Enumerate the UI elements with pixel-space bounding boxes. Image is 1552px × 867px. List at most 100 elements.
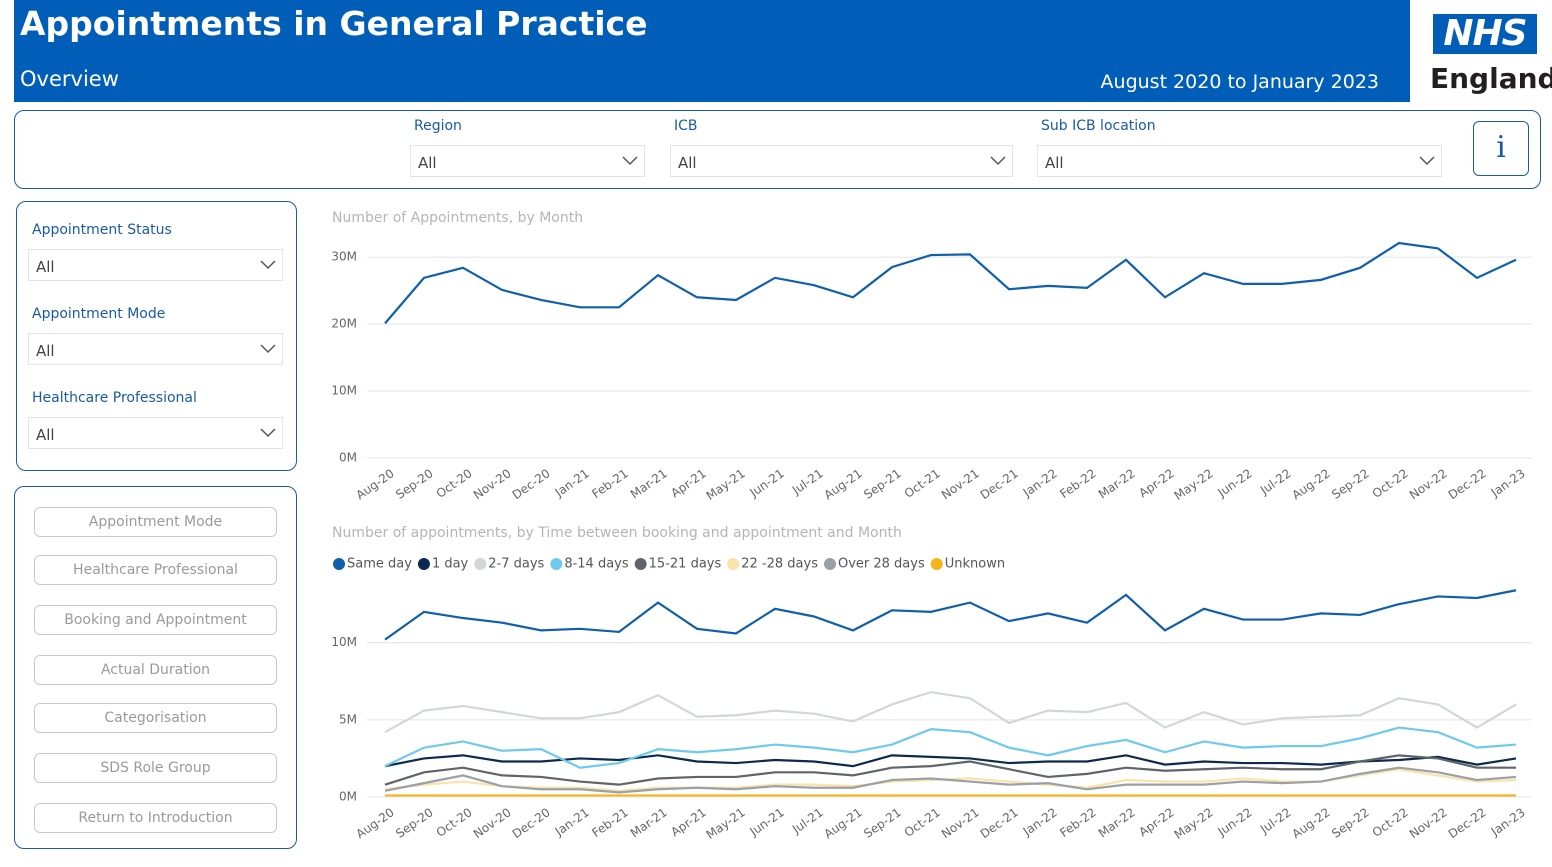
x-tick-label: May-21 — [704, 805, 748, 842]
filter-value: All — [678, 154, 697, 172]
x-tick-label: Apr-21 — [668, 805, 708, 839]
x-tick-label: Sep-20 — [393, 466, 436, 502]
side-filter-dropdown[interactable]: All — [28, 333, 283, 365]
legend-marker — [823, 558, 836, 570]
x-tick-label: Dec-20 — [510, 466, 553, 502]
side-filter-value: All — [36, 258, 55, 276]
legend-label: Unknown — [945, 557, 1005, 572]
filter-label: Region — [414, 118, 462, 134]
x-tick-label: Sep-22 — [1329, 805, 1372, 841]
chart-title: Number of appointments, by Time between … — [332, 525, 902, 541]
legend-label: Over 28 days — [838, 557, 925, 572]
x-tick-label: Jun-21 — [746, 805, 786, 839]
y-tick-label: 0M — [339, 451, 357, 465]
nav-button[interactable]: Booking and Appointment — [34, 605, 277, 635]
logo-mark: NHS — [1433, 14, 1537, 54]
data-line — [384, 754, 1517, 768]
side-filter-label: Appointment Mode — [32, 306, 166, 322]
x-tick-label: Mar-22 — [1096, 466, 1138, 501]
x-tick-label: Jun-21 — [746, 466, 786, 500]
x-tick-label: Aug-20 — [353, 805, 396, 841]
x-tick-label: Oct-21 — [902, 805, 943, 840]
y-tick-label: 0M — [339, 790, 357, 804]
x-tick-label: Nov-22 — [1407, 805, 1450, 841]
filter-label: Sub ICB location — [1041, 118, 1156, 134]
x-tick-label: Feb-22 — [1057, 805, 1099, 840]
side-filter-panel — [16, 201, 297, 471]
data-line — [384, 690, 1517, 734]
x-tick-label: May-22 — [1172, 805, 1216, 842]
x-tick-label: Dec-20 — [510, 805, 553, 841]
x-tick-label: Sep-21 — [861, 805, 904, 841]
side-filter-value: All — [36, 426, 55, 444]
data-line — [384, 766, 1517, 794]
chevron — [260, 428, 276, 438]
logo-name: England — [1430, 62, 1552, 95]
subtitle: Overview — [20, 67, 119, 91]
x-tick-label: Dec-22 — [1446, 805, 1489, 841]
x-tick-label: Aug-21 — [821, 805, 864, 841]
filter-dropdown[interactable]: All — [1037, 145, 1442, 177]
x-tick-label: Jun-22 — [1214, 466, 1254, 500]
y-tick-label: 30M — [331, 250, 357, 264]
nav-button[interactable]: SDS Role Group — [34, 753, 277, 783]
y-tick-label: 20M — [331, 317, 357, 331]
chevron — [260, 344, 276, 354]
data-line — [384, 241, 1517, 325]
side-filter-label: Appointment Status — [32, 222, 172, 238]
y-tick-label: 5M — [339, 712, 357, 726]
x-tick-label: Nov-21 — [939, 466, 982, 502]
x-tick-label: Jan-21 — [552, 466, 592, 500]
y-tick-label: 10M — [331, 384, 357, 398]
nav-button[interactable]: Categorisation — [34, 703, 277, 733]
filter-value: All — [418, 154, 437, 172]
legend-marker — [333, 558, 345, 570]
x-tick-label: Jan-22 — [1020, 466, 1060, 500]
x-tick-label: Oct-20 — [434, 805, 475, 840]
nav-button[interactable]: Actual Duration — [34, 655, 277, 685]
info-button[interactable]: i — [1473, 121, 1529, 176]
data-line — [384, 726, 1517, 769]
filter-dropdown[interactable]: All — [670, 145, 1013, 177]
filter-dropdown[interactable]: All — [410, 145, 645, 177]
x-tick-label: Apr-21 — [668, 466, 708, 500]
nav-panel — [14, 486, 297, 849]
x-tick-label: May-21 — [704, 466, 748, 503]
x-tick-label: Aug-20 — [353, 466, 396, 502]
y-tick-label: 10M — [331, 635, 357, 649]
x-tick-label: Nov-20 — [471, 466, 514, 502]
side-filter-value: All — [36, 342, 55, 360]
side-filter-dropdown[interactable]: All — [28, 417, 283, 449]
legend-label: Same day — [347, 557, 412, 572]
x-tick-label: Jun-22 — [1214, 805, 1254, 839]
chevron — [260, 260, 276, 270]
chevron — [990, 156, 1006, 166]
side-filter-label: Healthcare Professional — [32, 390, 197, 406]
x-tick-label: Feb-22 — [1057, 466, 1099, 501]
legend-marker — [727, 558, 740, 570]
x-tick-label: Feb-21 — [589, 805, 631, 840]
x-tick-label: Mar-21 — [628, 805, 670, 840]
chevron — [622, 156, 638, 166]
title: Appointments in General Practice — [20, 4, 648, 43]
x-tick-label: Oct-22 — [1370, 805, 1411, 840]
x-tick-label: Nov-20 — [471, 805, 514, 841]
legend-label: 8-14 days — [564, 557, 629, 572]
side-filter-dropdown[interactable]: All — [28, 249, 283, 281]
legend-marker — [550, 558, 563, 570]
filter-label: ICB — [674, 118, 698, 134]
x-tick-label: Jan-21 — [552, 805, 592, 839]
x-tick-label: Oct-20 — [434, 466, 475, 501]
nav-button[interactable]: Healthcare Professional — [34, 555, 277, 585]
nav-button[interactable]: Appointment Mode — [34, 507, 277, 537]
legend-marker — [930, 558, 943, 570]
filter-bar — [14, 110, 1541, 189]
legend-label: 2-7 days — [488, 557, 544, 572]
x-tick-label: Dec-21 — [978, 466, 1021, 502]
x-tick-label: Jul-21 — [789, 466, 826, 498]
data-line — [384, 589, 1517, 641]
nav-button[interactable]: Return to Introduction — [34, 803, 277, 833]
legend-label: 15-21 days — [649, 557, 722, 572]
